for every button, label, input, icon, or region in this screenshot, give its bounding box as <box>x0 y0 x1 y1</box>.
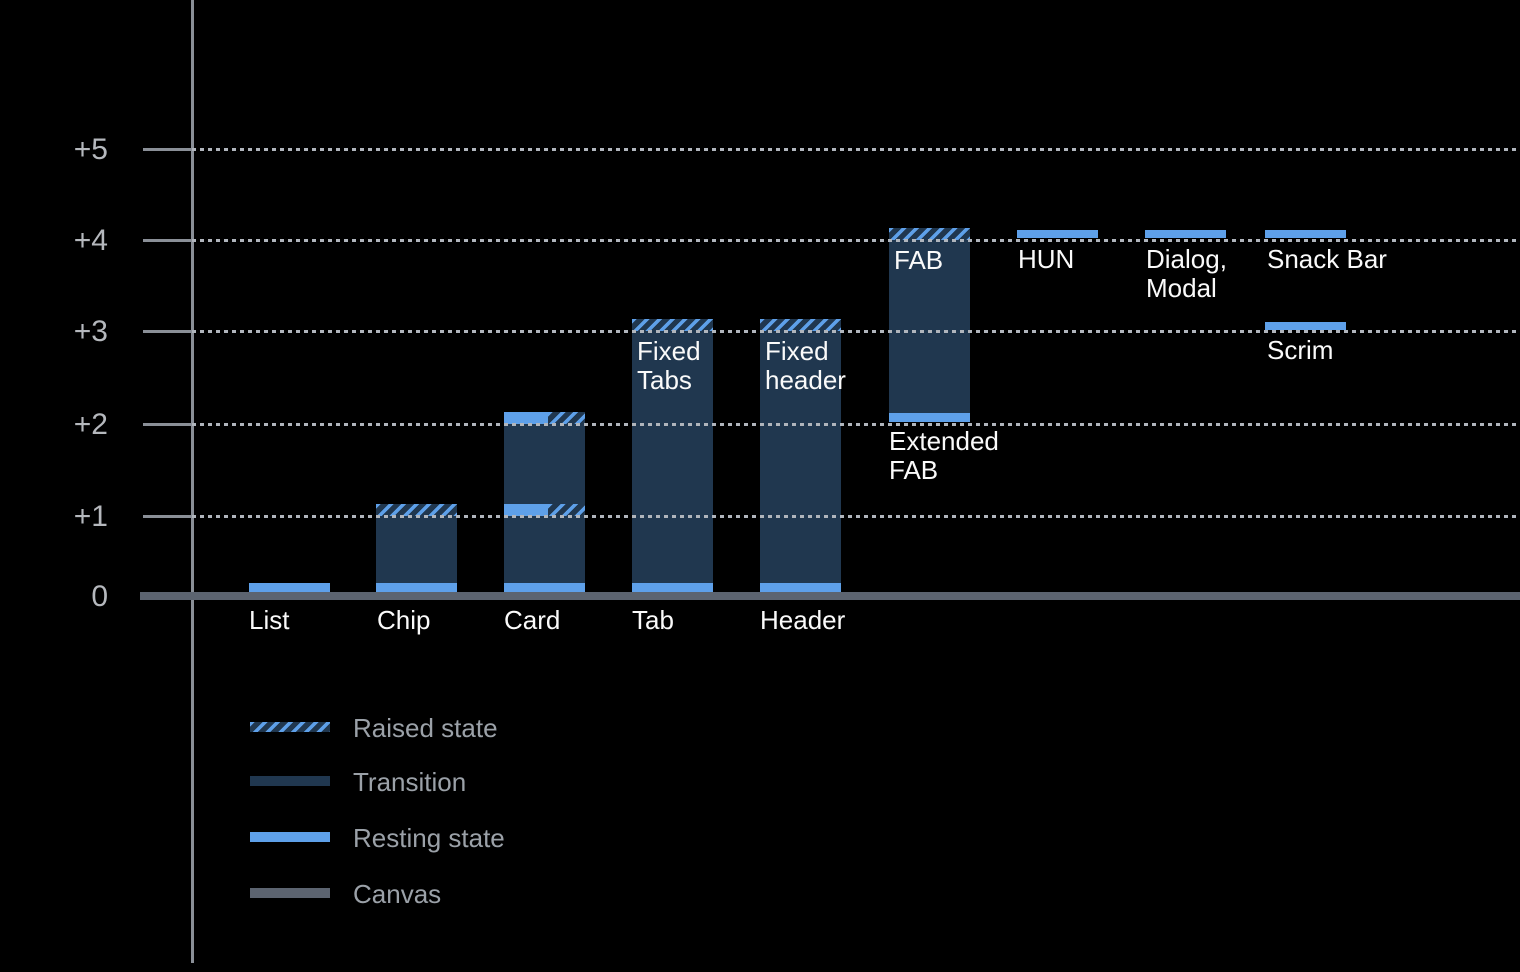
bar-label-fixed-tabs: Fixed Tabs <box>637 337 701 395</box>
raised-segment <box>632 319 713 331</box>
y-axis-label: +3 <box>73 315 108 348</box>
label-scrim: Scrim <box>1267 335 1334 365</box>
resting-segment <box>1265 322 1346 330</box>
y-axis-tick <box>143 423 192 426</box>
x-label-list: List <box>249 605 290 635</box>
gridline-plus5 <box>192 148 1520 151</box>
label-line: Extended <box>889 426 999 456</box>
label-dialog-modal: Dialog, Modal <box>1146 245 1227 303</box>
gridline-plus4 <box>192 239 1520 242</box>
legend-swatch-transition <box>250 776 330 786</box>
resting-segment <box>1265 230 1346 238</box>
resting-segment <box>249 583 330 592</box>
x-label-card: Card <box>504 605 561 635</box>
gridline-plus2 <box>192 423 1520 426</box>
gridline-plus1 <box>192 515 1520 518</box>
resting-segment <box>1145 230 1226 238</box>
transition-segment <box>376 516 457 583</box>
label-line: Dialog, <box>1146 244 1227 274</box>
y-axis-label: 0 <box>91 580 108 613</box>
bar-label-line: header <box>765 365 846 395</box>
raised-segment <box>548 412 585 424</box>
transition-segment <box>760 331 841 583</box>
legend-swatch-raised-state <box>250 722 330 732</box>
resting-segment <box>504 583 585 592</box>
x-label-header: Header <box>760 605 846 635</box>
transition-segment <box>504 516 585 583</box>
raised-segment <box>760 319 841 331</box>
raised-segment <box>889 228 970 240</box>
gridline-plus3 <box>192 330 1520 333</box>
resting-segment <box>760 583 841 592</box>
y-axis-label: +5 <box>73 133 108 166</box>
resting-segment <box>889 413 970 422</box>
legend-label-raised-state: Raised state <box>353 713 498 743</box>
label-line: FAB <box>889 455 939 485</box>
y-axis-line <box>191 0 194 963</box>
y-axis-tick <box>143 515 192 518</box>
y-axis-label: +2 <box>73 408 108 441</box>
label-snack-bar: Snack Bar <box>1267 244 1387 274</box>
legend-swatch-resting-state <box>250 832 330 842</box>
legend-label-transition: Transition <box>353 767 467 797</box>
resting-segment <box>376 583 457 592</box>
label-hun: HUN <box>1018 244 1075 274</box>
canvas-baseline <box>140 592 1520 600</box>
x-label-chip: Chip <box>377 605 431 635</box>
legend-label-canvas: Canvas <box>353 879 442 909</box>
transition-segment <box>889 240 970 413</box>
label-line: Modal <box>1146 273 1217 303</box>
transition-segment <box>632 331 713 583</box>
y-axis-tick <box>143 239 192 242</box>
y-axis-label: +4 <box>73 224 108 257</box>
x-label-tab: Tab <box>632 605 674 635</box>
y-axis-tick <box>143 330 192 333</box>
y-axis-label: +1 <box>73 500 108 533</box>
bar-label-line: Fixed <box>765 336 829 366</box>
resting-segment <box>1017 230 1098 238</box>
transition-segment <box>504 424 585 504</box>
resting-segment <box>504 504 548 516</box>
y-axis-tick <box>143 148 192 151</box>
bar-label-line: Tabs <box>637 365 692 395</box>
raised-segment <box>548 504 585 516</box>
label-extended-fab: Extended FAB <box>889 427 999 485</box>
resting-segment <box>632 583 713 592</box>
bar-label-fixed-header: Fixed header <box>765 337 846 395</box>
legend-label-resting-state: Resting state <box>353 823 505 853</box>
bar-label-fab: FAB <box>894 245 944 275</box>
raised-segment <box>376 504 457 516</box>
resting-segment <box>504 412 548 424</box>
legend-swatch-canvas <box>250 888 330 898</box>
bar-label-line: Fixed <box>637 336 701 366</box>
